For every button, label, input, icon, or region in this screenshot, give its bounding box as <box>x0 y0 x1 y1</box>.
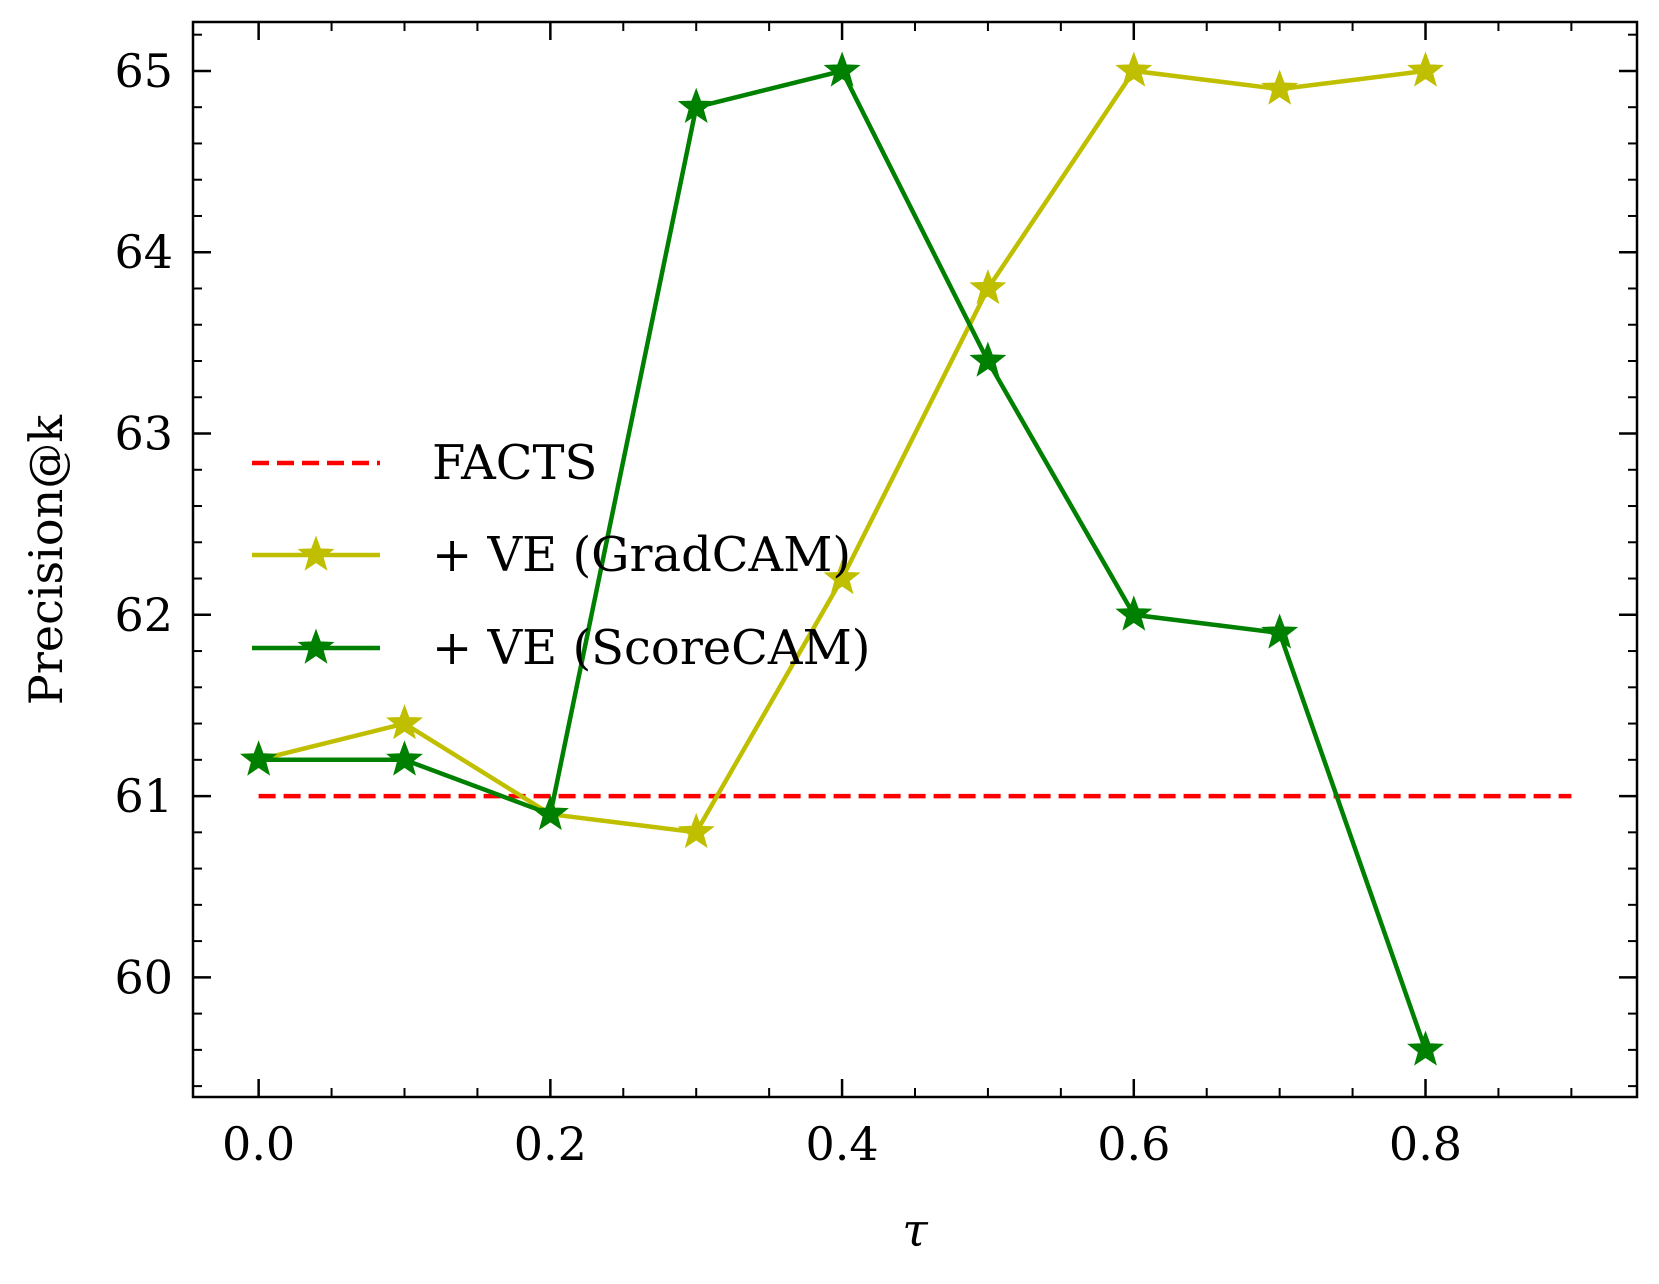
legend-marker-1 <box>297 535 335 571</box>
legend-label-2: + VE (ScoreCAM) <box>432 620 870 676</box>
series-2-point <box>823 51 861 87</box>
y-tick-label: 65 <box>114 44 173 98</box>
series-1-point <box>969 269 1007 305</box>
axis-ticks <box>193 22 1637 1097</box>
series-2-point <box>386 740 423 776</box>
y-tick-label: 61 <box>114 769 173 823</box>
series-1-point <box>677 812 715 849</box>
series-1-point <box>1407 51 1444 87</box>
series-2-point <box>1407 1030 1444 1066</box>
x-tick-label: 0.0 <box>222 1117 295 1171</box>
series-2-point <box>1115 595 1153 631</box>
axis-tick-labels: 0.0 0.2 0.4 0.6 0.8 60 61 62 63 64 65 <box>114 44 1462 1171</box>
legend-marker-2 <box>297 628 335 664</box>
legend-label-0: FACTS <box>432 435 597 491</box>
plot-frame <box>191 20 1639 1099</box>
legend: FACTS + VE (GradCAM) + VE (ScoreCAM) <box>252 435 870 676</box>
x-tick-label: 0.4 <box>805 1117 878 1171</box>
y-tick-label: 62 <box>114 588 173 642</box>
legend-label-1: + VE (GradCAM) <box>432 527 851 583</box>
series-2-point <box>1261 613 1299 649</box>
y-tick-label: 63 <box>114 407 173 461</box>
x-axis-label: τ <box>902 1203 929 1257</box>
y-tick-label: 60 <box>114 950 173 1004</box>
series-2-point <box>969 341 1007 377</box>
x-tick-label: 0.2 <box>514 1117 587 1171</box>
series-2-point <box>677 87 715 123</box>
series-2-point <box>531 794 569 830</box>
y-axis-label: Precision@k <box>19 414 73 705</box>
x-tick-label: 0.8 <box>1389 1117 1462 1171</box>
series-1-point <box>1261 69 1299 105</box>
x-tick-label: 0.6 <box>1097 1117 1170 1171</box>
series-2-point <box>240 740 278 776</box>
series-1-point <box>823 559 861 595</box>
y-tick-label: 64 <box>114 225 173 279</box>
series-1-point <box>1115 51 1153 87</box>
series-markers <box>240 51 1444 1066</box>
series-1-point <box>386 704 423 740</box>
